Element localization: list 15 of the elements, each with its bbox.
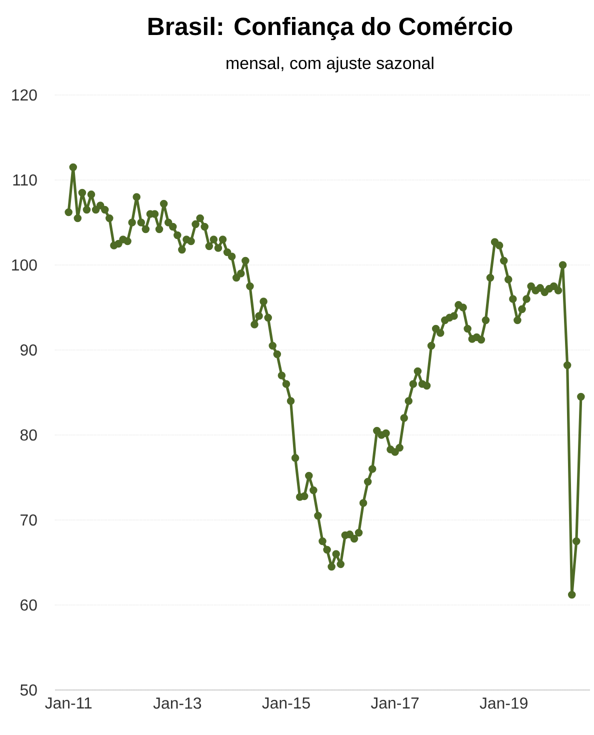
y-tick-label: 120 — [12, 89, 37, 101]
x-tick-label: Jan-15 — [262, 698, 310, 709]
y-tick-label: 50 — [20, 684, 37, 696]
y-tick-label: 70 — [20, 514, 37, 526]
chart-subtitle: mensal, com ajuste sazonal — [226, 56, 434, 73]
x-tick-label: Jan-17 — [370, 698, 419, 709]
x-tick-label: Jan-11 — [45, 698, 92, 709]
y-tick-label: 100 — [12, 259, 37, 271]
y-tick-label: 80 — [20, 429, 37, 441]
x-tick-label: Jan-19 — [480, 698, 528, 709]
y-tick-label: 110 — [13, 174, 37, 186]
x-tick-label: Jan-13 — [153, 698, 202, 709]
y-tick-label: 90 — [20, 344, 37, 356]
y-tick-label: 60 — [20, 599, 37, 611]
chart-title: Brasil: Confiança do Comércio — [148, 16, 512, 40]
